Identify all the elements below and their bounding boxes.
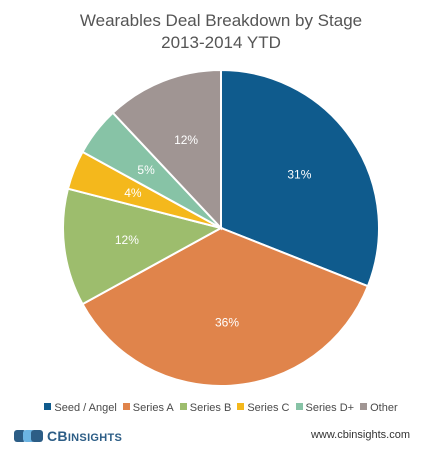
brand-text: CBINSIGHTS	[47, 428, 122, 444]
slice-label: 4%	[124, 186, 142, 200]
legend-swatch	[179, 403, 187, 410]
slice-label: 36%	[215, 316, 239, 330]
pie-labels: 31% 36% 12% 4% 5% 12%	[115, 133, 312, 330]
legend-swatch	[237, 403, 245, 410]
brand-suffix: INSIGHTS	[67, 432, 123, 444]
legend-label: Series A	[132, 402, 174, 414]
legend-label: Other	[370, 402, 398, 414]
legend-label: Series D+	[305, 402, 355, 414]
cb-logo-icon	[14, 430, 43, 442]
chart-title: Wearables Deal Breakdown by Stage 2013-2…	[0, 10, 442, 54]
pie-slice-series-b	[61, 187, 224, 306]
pie-slice-seed-angel	[220, 68, 380, 288]
chart-title-line1: Wearables Deal Breakdown by Stage	[79, 11, 363, 30]
legend-item: Series D+	[295, 402, 355, 414]
pie-slices	[61, 68, 380, 387]
footer: CBINSIGHTS www.cbinsights.com	[0, 424, 442, 448]
pie-chart: 31% 36% 12% 4% 5% 12%	[61, 68, 380, 387]
legend-swatch	[295, 403, 303, 410]
legend-label: Series B	[189, 402, 232, 414]
slice-label: 12%	[115, 233, 139, 247]
legend-swatch	[122, 403, 130, 410]
pie-slice-series-a	[81, 226, 370, 387]
legend-item: Other	[360, 402, 398, 414]
legend-swatch	[44, 403, 52, 410]
slice-label: 5%	[137, 163, 155, 177]
legend: Seed / Angel Series A Series B Series C Seri…	[0, 402, 442, 414]
legend-item: Seed / Angel	[44, 402, 117, 414]
pie-slice-other	[111, 68, 222, 231]
brand-prefix: CB	[47, 428, 68, 444]
legend-item: Series A	[122, 402, 174, 414]
legend-label: Seed / Angel	[54, 402, 117, 414]
legend-item: Series C	[237, 402, 290, 414]
slice-label: 31%	[287, 168, 311, 182]
legend-swatch	[360, 403, 368, 410]
legend-label: Series C	[247, 402, 290, 414]
chart-title-line2: 2013-2014 YTD	[161, 33, 281, 52]
legend-item: Series B	[179, 402, 232, 414]
footer-url: www.cbinsights.com	[310, 429, 410, 441]
slice-label: 12%	[174, 133, 198, 147]
cb-insights-logo: CBINSIGHTS	[14, 426, 122, 446]
